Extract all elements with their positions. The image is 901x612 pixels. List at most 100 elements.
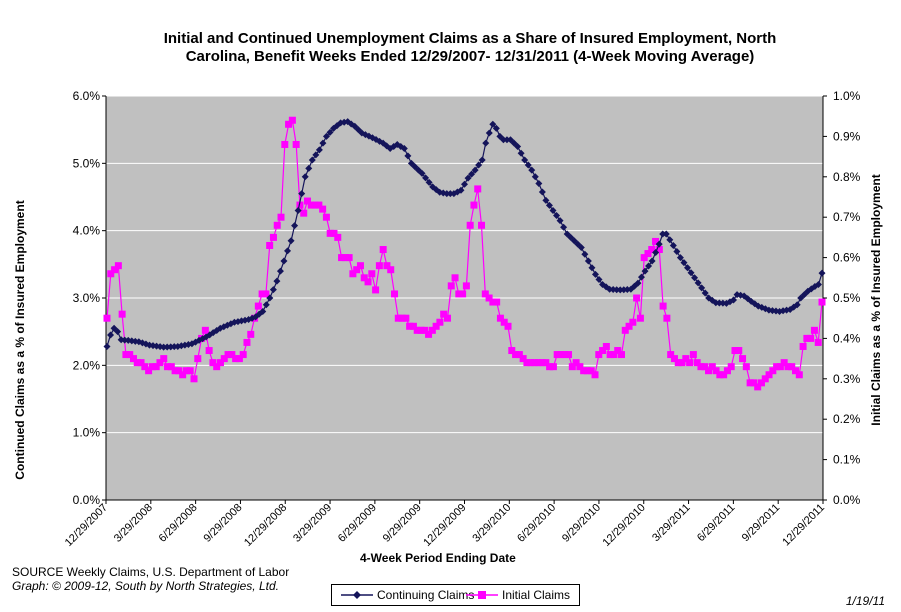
data-point [810, 326, 818, 334]
data-point [496, 314, 504, 322]
data-point [694, 279, 702, 287]
data-point [457, 186, 465, 194]
data-point [761, 375, 769, 383]
data-point [239, 351, 247, 359]
data-point [499, 136, 507, 144]
left-tick-label: 4.0% [73, 224, 101, 238]
data-point [326, 128, 334, 136]
data-point [489, 120, 497, 128]
data-point [287, 237, 295, 245]
data-point [793, 301, 801, 309]
data-point [602, 342, 610, 350]
data-point [341, 254, 349, 262]
data-point [466, 221, 474, 229]
data-point [720, 371, 728, 379]
data-point [315, 146, 323, 154]
right-tick-label: 0.7% [833, 210, 861, 224]
data-point [531, 173, 539, 181]
data-point [780, 359, 788, 367]
data-point [400, 145, 408, 153]
data-point [269, 233, 277, 241]
left-tick-label: 2.0% [73, 358, 101, 372]
legend-label-initial: Initial Claims [502, 588, 571, 602]
data-point [572, 359, 580, 367]
data-point [266, 241, 274, 249]
data-point [291, 222, 299, 230]
data-point [364, 278, 372, 286]
data-point [482, 139, 490, 147]
data-point [118, 310, 126, 318]
data-point [122, 351, 130, 359]
data-point [205, 347, 213, 355]
data-point [568, 363, 576, 371]
data-point [330, 124, 338, 132]
data-point [523, 359, 531, 367]
data-point [349, 270, 357, 278]
data-point [508, 347, 516, 355]
data-point [422, 174, 430, 182]
data-point [413, 326, 421, 334]
x-tick-label: 3/29/2009 [291, 502, 334, 545]
data-point [171, 367, 179, 375]
data-point [542, 196, 550, 204]
data-point [148, 363, 156, 371]
source-note: SOURCE Weekly Claims, U.S. Department of… [12, 565, 289, 593]
data-point [468, 170, 476, 178]
data-point [284, 247, 292, 255]
data-point [645, 262, 653, 270]
data-point [492, 124, 500, 132]
right-tick-label: 0.2% [833, 412, 861, 426]
legend-label-continuing: Continuing Claims [377, 588, 475, 602]
data-point [792, 367, 800, 375]
data-point [599, 347, 607, 355]
x-axis-label: 4-Week Period Ending Date [360, 551, 516, 565]
data-point [322, 132, 330, 140]
data-point [528, 166, 536, 174]
data-point [322, 213, 330, 221]
data-point [629, 318, 637, 326]
data-point [595, 351, 603, 359]
data-point [693, 359, 701, 367]
data-point [447, 282, 455, 290]
data-point [617, 351, 625, 359]
data-point [312, 151, 320, 159]
data-point [669, 241, 677, 249]
data-point [464, 174, 472, 182]
data-point [524, 161, 532, 169]
right-tick-label: 0.6% [833, 251, 861, 265]
data-point [398, 314, 406, 322]
data-point [485, 129, 493, 137]
data-point [152, 363, 160, 371]
data-point [814, 338, 822, 346]
data-point [637, 273, 645, 281]
data-point [773, 363, 781, 371]
data-point [807, 334, 815, 342]
data-point [634, 279, 642, 287]
data-point [276, 267, 284, 275]
data-point [111, 266, 119, 274]
data-point [326, 229, 334, 237]
data-point [561, 351, 569, 359]
data-point [666, 236, 674, 244]
right-tick-label: 0.1% [833, 453, 861, 467]
data-point [641, 267, 649, 275]
data-point [676, 254, 684, 262]
data-point [727, 363, 735, 371]
data-point [232, 355, 240, 363]
data-point [698, 284, 706, 292]
data-point [269, 286, 277, 294]
data-point [587, 367, 595, 375]
right-tick-label: 0.4% [833, 331, 861, 345]
right-tick-label: 0.9% [833, 129, 861, 143]
right-tick-label: 0.8% [833, 170, 861, 184]
data-point [114, 328, 122, 336]
data-point [640, 254, 648, 262]
x-tick-label: 3/29/2010 [470, 502, 513, 545]
data-point [288, 116, 296, 124]
data-point [683, 264, 691, 272]
data-point [591, 371, 599, 379]
data-point [319, 205, 327, 213]
data-point [576, 363, 584, 371]
data-point [259, 307, 267, 315]
